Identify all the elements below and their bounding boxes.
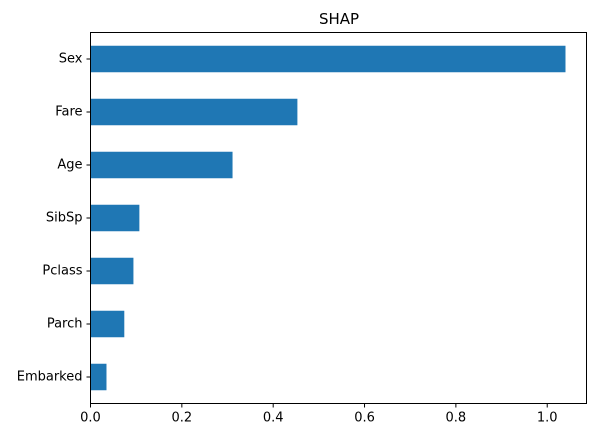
y-tick-label-sex: Sex <box>59 52 83 67</box>
x-tick-label-1: 0.2 <box>172 411 193 426</box>
bars-group <box>90 45 566 391</box>
bar-parch <box>90 310 125 338</box>
x-tick-label-2: 0.4 <box>263 411 284 426</box>
x-tick-label-0: 0.0 <box>80 411 101 426</box>
bar-fare <box>90 98 298 126</box>
x-tick-label-3: 0.6 <box>354 411 375 426</box>
y-tick-label-parch: Parch <box>47 317 83 332</box>
chart-title: SHAP <box>319 10 359 28</box>
y-tick-label-sibsp: SibSp <box>46 211 83 226</box>
y-tick-label-fare: Fare <box>55 105 82 120</box>
x-tick-label-4: 0.8 <box>446 411 467 426</box>
y-tick-label-age: Age <box>57 158 82 173</box>
plot-frame <box>90 32 587 404</box>
y-axis: Sex Fare Age SibSp Pclass Parch Embarked <box>17 52 91 385</box>
bar-pclass <box>90 257 134 285</box>
bar-sibsp <box>90 204 140 232</box>
x-axis: 0.0 0.2 0.4 0.6 0.8 1.0 <box>80 403 558 426</box>
x-tick-label-5: 1.0 <box>537 411 558 426</box>
y-tick-label-embarked: Embarked <box>17 370 83 385</box>
bar-embarked <box>90 363 107 391</box>
bar-age <box>90 151 233 179</box>
bar-sex <box>90 45 566 73</box>
y-tick-label-pclass: Pclass <box>42 264 82 279</box>
